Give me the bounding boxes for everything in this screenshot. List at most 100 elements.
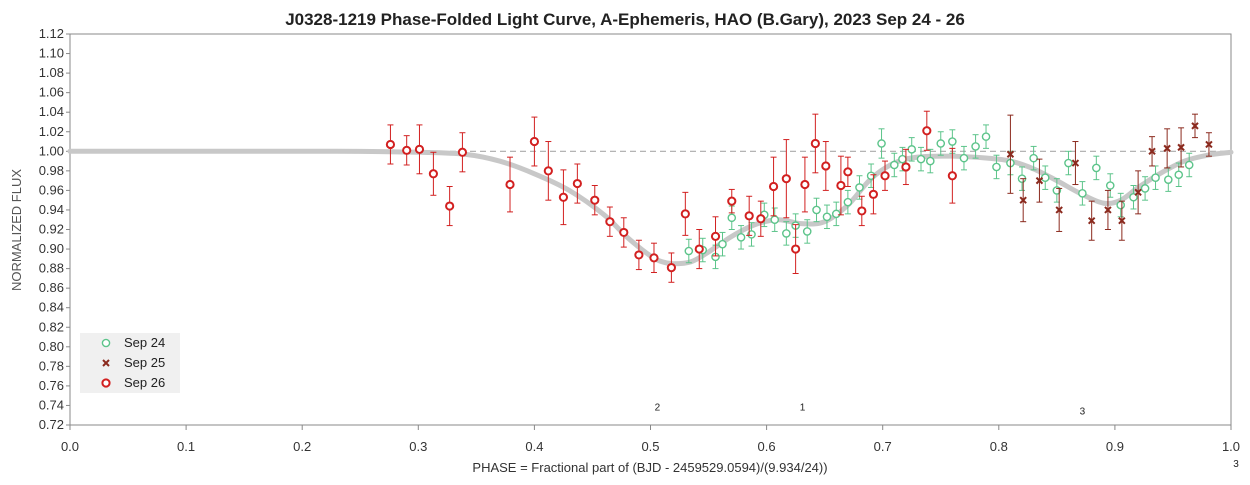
series-sep-26 xyxy=(385,110,957,283)
data-point xyxy=(855,183,864,192)
data-point xyxy=(1205,140,1213,149)
y-tick-label: 0.88 xyxy=(39,261,64,276)
data-point xyxy=(901,162,911,172)
x-tick-label: 0.4 xyxy=(525,439,543,454)
data-point xyxy=(791,244,801,254)
data-point xyxy=(831,209,841,219)
data-point xyxy=(857,206,867,216)
y-tick-label: 0.80 xyxy=(39,339,64,354)
data-point xyxy=(572,178,582,189)
data-point xyxy=(981,132,991,141)
annotations: 2 1 3 xyxy=(641,399,1099,418)
data-point xyxy=(736,233,746,242)
data-point xyxy=(529,136,540,147)
y-tick-label: 0.96 xyxy=(39,182,64,197)
y-tick-label: 0.92 xyxy=(39,222,64,237)
y-tick-label: 0.94 xyxy=(39,202,64,217)
data-point xyxy=(710,231,721,241)
data-point xyxy=(877,139,886,148)
data-point xyxy=(649,253,659,263)
data-point xyxy=(1134,188,1142,197)
data-point xyxy=(868,189,879,199)
data-point xyxy=(666,263,676,273)
data-point xyxy=(684,246,694,256)
data-point xyxy=(1151,173,1160,182)
data-point xyxy=(822,212,832,222)
x-tick-label: 0.2 xyxy=(293,439,311,454)
data-point xyxy=(505,179,515,190)
data-point xyxy=(1078,189,1087,198)
data-point xyxy=(907,145,917,154)
data-point xyxy=(1140,184,1150,193)
data-point xyxy=(1191,122,1199,130)
data-point xyxy=(558,192,569,202)
legend-label: Sep 24 xyxy=(124,335,165,350)
model-curve xyxy=(67,148,1234,267)
annotation-label: 1 xyxy=(800,402,806,413)
data-point xyxy=(428,169,438,179)
legend-label: Sep 25 xyxy=(124,355,165,370)
y-tick-label: 0.86 xyxy=(39,280,64,295)
data-point xyxy=(770,215,780,225)
data-point xyxy=(680,209,690,219)
data-point xyxy=(880,171,890,181)
corner-annotation: 3 xyxy=(1233,459,1239,470)
y-tick-label: 0.78 xyxy=(39,358,64,373)
data-point xyxy=(747,230,756,239)
data-point xyxy=(959,153,969,163)
data-point xyxy=(866,171,876,181)
data-point xyxy=(414,144,425,154)
data-point xyxy=(812,205,821,215)
y-tick-label: 1.12 xyxy=(39,26,64,41)
y-tick-label: 0.98 xyxy=(39,163,64,178)
y-tick-label: 1.04 xyxy=(39,104,64,119)
data-point xyxy=(936,139,946,148)
x-tick-label: 1.0 xyxy=(1222,439,1240,454)
data-point xyxy=(1064,158,1073,168)
y-tick-label: 0.90 xyxy=(39,241,64,256)
data-point xyxy=(948,137,957,146)
data-point xyxy=(1055,206,1063,214)
y-axis-label: NORMALIZED FLUX xyxy=(9,169,24,291)
data-point xyxy=(768,181,779,192)
x-tick-label: 0.3 xyxy=(409,439,427,454)
y-tick-label: 1.10 xyxy=(39,46,64,61)
data-point xyxy=(1071,159,1080,167)
data-point xyxy=(810,138,820,149)
data-point xyxy=(1105,181,1115,190)
data-point xyxy=(821,161,831,171)
x-tick-label: 0.8 xyxy=(990,439,1008,454)
legend-label: Sep 26 xyxy=(124,375,165,390)
y-axis: 0.72 0.74 0.76 0.78 0.80 0.82 0.84 0.86 0.88 0.90… xyxy=(39,26,70,432)
data-point xyxy=(457,147,468,157)
legend-marker xyxy=(101,338,111,348)
data-point xyxy=(1116,200,1126,210)
y-tick-label: 1.08 xyxy=(39,65,64,80)
chart-title: J0328-1219 Phase-Folded Light Curve, A-E… xyxy=(285,10,965,29)
data-point xyxy=(781,174,791,184)
data-point xyxy=(1104,206,1112,214)
y-tick-label: 0.84 xyxy=(39,300,64,315)
data-point xyxy=(971,142,980,151)
annotation-label: 3 xyxy=(1080,406,1086,417)
data-point xyxy=(727,213,737,223)
y-tick-label: 0.82 xyxy=(39,319,64,334)
y-tick-label: 0.76 xyxy=(39,378,64,393)
data-point xyxy=(836,180,846,191)
data-point xyxy=(947,171,957,181)
data-point xyxy=(1092,163,1101,173)
data-point xyxy=(634,250,644,260)
data-point xyxy=(1040,173,1050,182)
x-tick-label: 0.9 xyxy=(1106,439,1124,454)
data-point xyxy=(1184,160,1194,170)
data-point xyxy=(1118,216,1126,225)
x-tick-label: 0.7 xyxy=(874,439,892,454)
data-point xyxy=(800,179,810,190)
data-series xyxy=(385,110,1213,283)
legend-marker xyxy=(101,378,111,388)
data-point xyxy=(1035,176,1044,185)
x-tick-label: 0.6 xyxy=(758,439,776,454)
data-point xyxy=(1019,196,1027,204)
